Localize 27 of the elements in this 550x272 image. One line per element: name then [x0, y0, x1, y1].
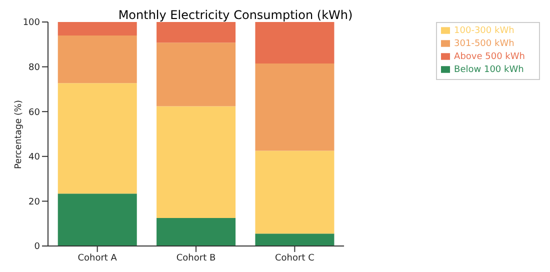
bar: [58, 22, 137, 36]
bar: [156, 106, 236, 218]
x-tick-label: Cohort C: [275, 253, 314, 264]
bar: [255, 150, 334, 234]
bar: [156, 218, 236, 246]
bar: [58, 194, 137, 246]
bar: [156, 42, 236, 106]
y-tick-label: 100: [22, 18, 40, 28]
legend-label: Below 100 kWh: [454, 65, 524, 75]
x-tick-label: Cohort A: [78, 253, 118, 264]
legend-label: 100-300 kWh: [454, 26, 514, 36]
bar: [58, 35, 137, 84]
x-tick-label: Cohort B: [176, 253, 216, 264]
chart-title: Monthly Electricity Consumption (kWh): [118, 8, 353, 22]
y-tick-label: 0: [34, 242, 40, 252]
y-tick-label: 80: [28, 62, 40, 73]
legend-label: Above 500 kWh: [454, 52, 525, 62]
bar: [255, 22, 334, 64]
bar: [156, 22, 236, 43]
y-tick-label: 40: [28, 152, 40, 163]
y-tick-label: 60: [28, 108, 40, 118]
bar: [255, 234, 334, 246]
legend-label: 301-500 kWh: [454, 39, 514, 49]
y-axis-title: Percentage (%): [14, 100, 24, 169]
y-tick-label: 20: [28, 197, 40, 208]
bar: [58, 83, 137, 194]
bar: [255, 63, 334, 151]
